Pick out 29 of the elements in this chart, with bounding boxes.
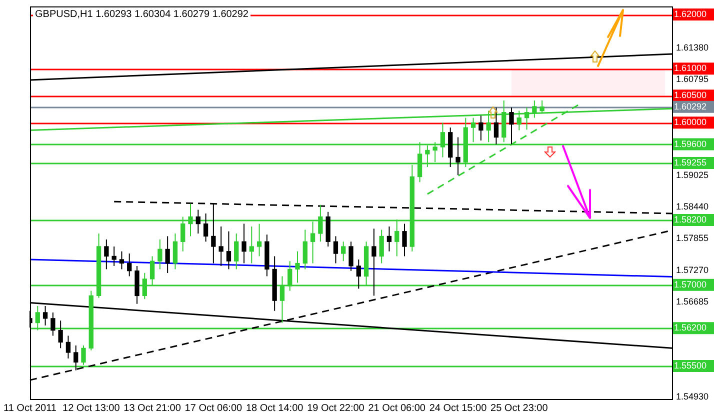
y-tick-label: 1.56685 bbox=[676, 296, 709, 306]
y-tick-label: 1.61380 bbox=[676, 42, 709, 53]
x-tick-label: 11 Oct 2011 bbox=[4, 402, 57, 414]
chart-title: GBPUSD,H1 1.60293 1.60304 1.60279 1.60292 bbox=[35, 9, 249, 20]
y-tick-label: 1.59025 bbox=[676, 170, 709, 180]
ref-line-label: 1.59600 bbox=[674, 138, 707, 149]
ref-line-label: 1.56200 bbox=[674, 322, 707, 333]
y-tick-label: 1.57855 bbox=[676, 233, 709, 244]
ref-line-label: 1.57000 bbox=[674, 279, 707, 290]
y-tick-label: 1.57270 bbox=[676, 264, 709, 275]
ref-line-label: 1.60292 bbox=[674, 101, 707, 112]
y-tick-label: 1.54930 bbox=[676, 391, 709, 402]
ref-line-label: 1.59255 bbox=[674, 157, 707, 168]
ref-line-label: 1.62000 bbox=[674, 8, 707, 19]
x-tick-label: 24 Oct 15:00 bbox=[429, 402, 488, 414]
x-tick-label: 19 Oct 22:00 bbox=[307, 402, 365, 414]
x-tick-label: 12 Oct 13:00 bbox=[62, 402, 120, 414]
x-tick-label: 17 Oct 06:00 bbox=[184, 402, 242, 414]
y-tick-label: 1.60795 bbox=[676, 74, 709, 84]
ref-line-label: 1.60500 bbox=[674, 90, 707, 100]
ref-line-label: 1.55500 bbox=[674, 360, 707, 370]
ref-line-label: 1.61000 bbox=[674, 63, 707, 74]
y-tick-label: 1.58440 bbox=[676, 202, 709, 212]
x-tick-label: 13 Oct 21:00 bbox=[124, 402, 182, 414]
x-tick-label: 25 Oct 23:00 bbox=[490, 402, 548, 414]
x-tick-label: 21 Oct 06:00 bbox=[368, 402, 426, 414]
x-tick-label: 18 Oct 14:00 bbox=[246, 402, 304, 414]
ref-line-label: 1.58200 bbox=[674, 214, 707, 224]
ref-line-label: 1.60000 bbox=[674, 117, 707, 128]
